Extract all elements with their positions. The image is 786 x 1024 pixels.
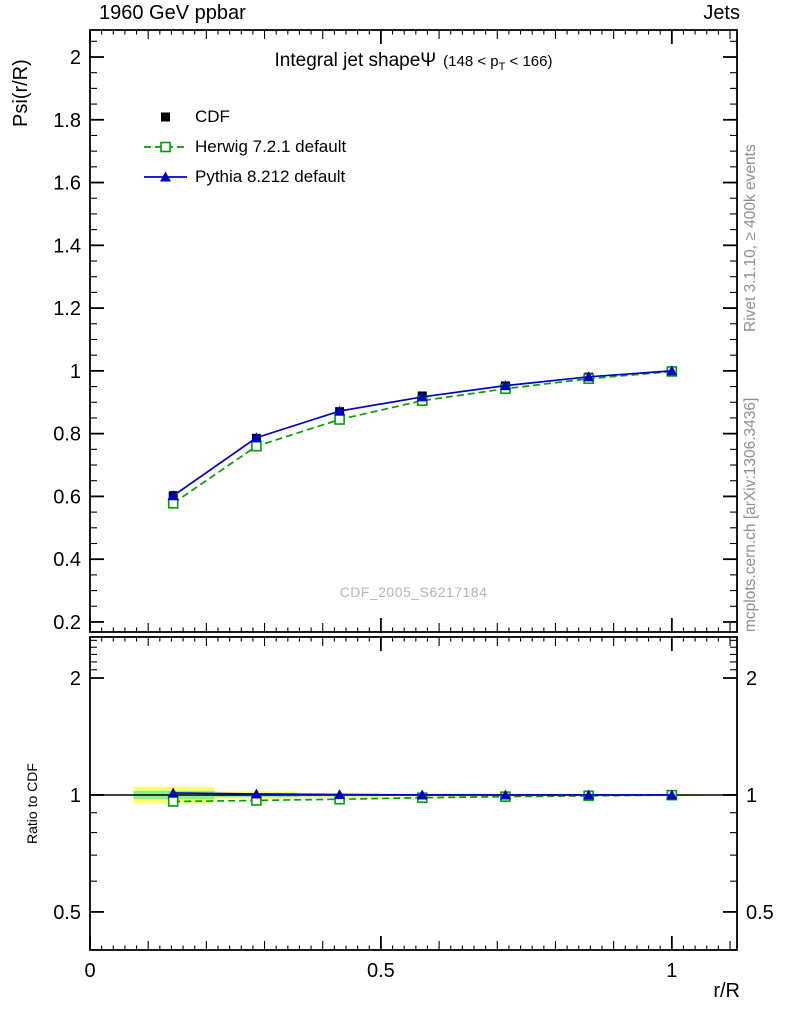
pt-range-post: < 166) [505,53,553,70]
legend-label-pythia: Pythia 8.212 default [195,167,346,186]
legend-label-cdf: CDF [195,107,230,126]
header-analysis-label: Jets [703,2,740,24]
header-beam-label: 1960 GeV ppbar [99,2,246,24]
svg-text:2: 2 [70,47,81,69]
svg-text:0.8: 0.8 [53,424,81,446]
title-text: Integral jet shape [274,50,421,71]
ratio-y-axis-label: Ratio to CDF [24,763,40,844]
main-y-axis-label: Psi(r/R) [10,59,32,127]
legend: CDF Herwig 7.2.1 default Pythia 8.212 de… [195,106,346,196]
svg-text:0.4: 0.4 [53,549,81,571]
svg-text:1.8: 1.8 [53,110,81,132]
svg-text:0.5: 0.5 [746,902,774,924]
analysis-id-watermark: CDF_2005_S6217184 [339,584,488,600]
svg-text:1: 1 [70,361,81,383]
psi-symbol: Ψ [420,50,437,71]
svg-text:1.4: 1.4 [53,235,81,257]
svg-text:1.2: 1.2 [53,298,81,320]
x-axis-label: r/R [713,980,740,1002]
svg-text:0: 0 [84,960,95,982]
pt-subscript: T [498,61,506,73]
svg-text:1: 1 [70,785,81,807]
svg-text:2: 2 [746,668,757,690]
svg-text:0.2: 0.2 [53,612,81,634]
svg-text:1: 1 [666,960,677,982]
svg-text:0.5: 0.5 [367,960,395,982]
svg-text:2: 2 [70,668,81,690]
rivet-version-note: Rivet 3.1.10, ≥ 400k events [742,144,759,332]
legend-label-herwig: Herwig 7.2.1 default [195,137,347,156]
pt-range-pre: (148 < p [443,53,499,70]
plot-title: Integral jet shapeΨ (148 < pT < 166) [90,50,737,73]
svg-text:0.6: 0.6 [53,486,81,508]
mcplots-arxiv-note: mcplots.cern.ch [arXiv:1306.3436] [742,397,759,632]
svg-text:1.6: 1.6 [53,173,81,195]
svg-text:1: 1 [746,785,757,807]
svg-text:0.5: 0.5 [53,902,81,924]
